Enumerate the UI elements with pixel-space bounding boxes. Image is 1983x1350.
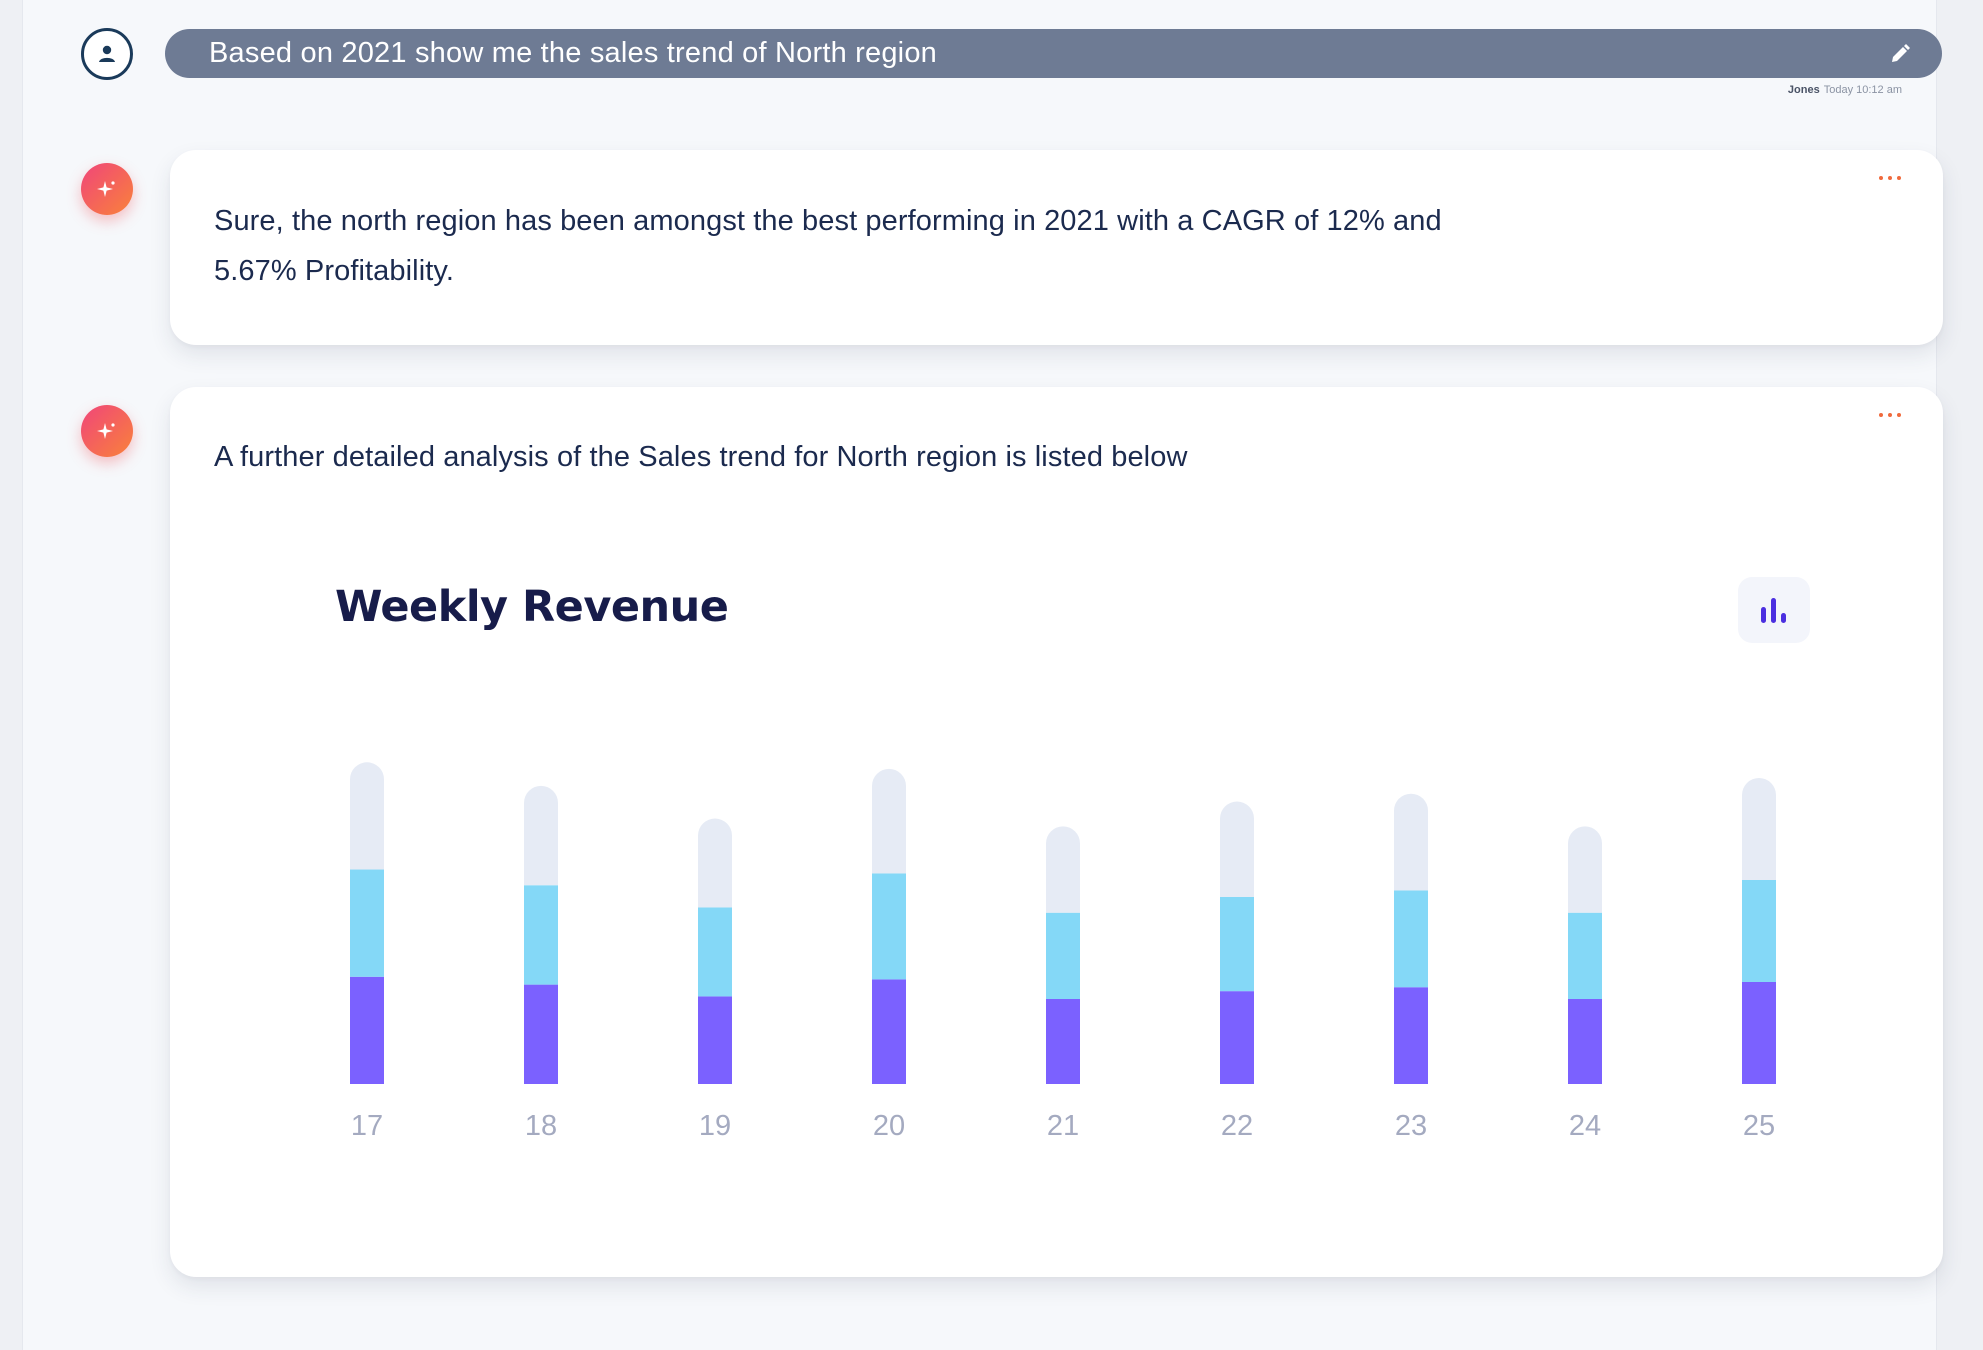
x-tick-label: 21 bbox=[1047, 1110, 1079, 1142]
bar-group-20 bbox=[872, 768, 906, 1084]
message-card: Sure, the north region has been amongst … bbox=[170, 150, 1943, 345]
user-avatar bbox=[81, 28, 133, 80]
bar-segment-18-2[interactable] bbox=[524, 885, 558, 985]
x-tick-label: 22 bbox=[1221, 1110, 1253, 1142]
message-text: A further detailed analysis of the Sales… bbox=[214, 441, 1188, 473]
x-tick-label: 19 bbox=[699, 1110, 731, 1142]
bar-group-18 bbox=[524, 785, 558, 1084]
message-meta: Jones Today 10:12 am bbox=[1788, 84, 1902, 96]
bar-group-21 bbox=[1046, 826, 1080, 1084]
message-line-1: Sure, the north region has been amongst … bbox=[214, 205, 1442, 237]
bar-segment-24-3[interactable] bbox=[1568, 826, 1602, 913]
message-line-2: 5.67% Profitability. bbox=[214, 255, 455, 287]
bar-chart-icon bbox=[1761, 598, 1786, 623]
bar-segment-24-2[interactable] bbox=[1568, 912, 1602, 999]
bar-segment-23-3[interactable] bbox=[1394, 793, 1428, 891]
bar-segment-20-3[interactable] bbox=[872, 768, 906, 874]
bar-group-25 bbox=[1742, 778, 1776, 1084]
x-tick-label: 17 bbox=[351, 1110, 383, 1142]
bar-group-24 bbox=[1568, 826, 1602, 1084]
bar-segment-17-1[interactable] bbox=[350, 976, 384, 1084]
x-tick-label: 25 bbox=[1743, 1110, 1775, 1142]
bar-segment-18-3[interactable] bbox=[524, 785, 558, 886]
x-tick-label: 23 bbox=[1395, 1110, 1427, 1142]
edit-prompt-button[interactable] bbox=[1886, 40, 1914, 68]
bar-segment-21-2[interactable] bbox=[1046, 912, 1080, 999]
more-options-button[interactable] bbox=[1875, 409, 1905, 421]
chart-title: Weekly Revenue bbox=[335, 582, 729, 632]
chart-message-card: A further detailed analysis of the Sales… bbox=[170, 387, 1943, 1277]
bar-segment-19-3[interactable] bbox=[698, 818, 732, 908]
weekly-revenue-chart: 17 18 19 20 21 22 23 24 25 bbox=[350, 762, 1776, 1142]
prompt-text: Based on 2021 show me the sales trend of… bbox=[209, 37, 937, 69]
user-icon bbox=[99, 45, 115, 62]
more-dots-icon bbox=[1879, 176, 1883, 180]
x-tick-label: 20 bbox=[873, 1110, 905, 1142]
bar-group-17 bbox=[350, 762, 384, 1084]
chart-type-toggle-button[interactable] bbox=[1738, 577, 1810, 643]
bar-segment-17-3[interactable] bbox=[350, 762, 384, 870]
bar-group-23 bbox=[1394, 793, 1428, 1084]
bar-segment-23-2[interactable] bbox=[1394, 890, 1428, 988]
x-tick-label: 24 bbox=[1569, 1110, 1601, 1142]
prompt-bubble: Based on 2021 show me the sales trend of… bbox=[165, 29, 1942, 78]
bar-segment-22-3[interactable] bbox=[1220, 801, 1254, 897]
message-time: Today 10:12 am bbox=[1823, 84, 1902, 96]
bar-segment-22-2[interactable] bbox=[1220, 897, 1254, 992]
bar-segment-22-1[interactable] bbox=[1220, 991, 1254, 1084]
bar-group-22 bbox=[1220, 801, 1254, 1084]
bar-segment-25-3[interactable] bbox=[1742, 778, 1776, 880]
bar-segment-21-1[interactable] bbox=[1046, 999, 1080, 1084]
more-dots-icon bbox=[1879, 413, 1883, 417]
more-options-button[interactable] bbox=[1875, 172, 1905, 184]
bar-segment-25-2[interactable] bbox=[1742, 880, 1776, 982]
bar-segment-24-1[interactable] bbox=[1568, 999, 1602, 1084]
bar-segment-23-1[interactable] bbox=[1394, 987, 1428, 1084]
sparkle-icon bbox=[97, 181, 115, 197]
bar-group-19 bbox=[698, 818, 732, 1084]
bar-segment-21-3[interactable] bbox=[1046, 826, 1080, 913]
bot-avatar bbox=[81, 163, 133, 215]
bar-segment-25-1[interactable] bbox=[1742, 982, 1776, 1084]
message-text: Sure, the north region has been amongst … bbox=[214, 196, 1442, 296]
bar-segment-19-1[interactable] bbox=[698, 996, 732, 1084]
bar-segment-20-1[interactable] bbox=[872, 979, 906, 1084]
bar-segment-20-2[interactable] bbox=[872, 873, 906, 980]
pencil-icon bbox=[1892, 43, 1910, 62]
sparkle-icon bbox=[97, 423, 115, 439]
bar-segment-17-2[interactable] bbox=[350, 869, 384, 977]
chat-canvas: Based on 2021 show me the sales trend of… bbox=[22, 0, 1943, 1350]
x-tick-label: 18 bbox=[525, 1110, 557, 1142]
message-author: Jones bbox=[1787, 84, 1820, 96]
bar-segment-19-2[interactable] bbox=[698, 907, 732, 997]
bar-segment-18-1[interactable] bbox=[524, 984, 558, 1084]
bot-avatar bbox=[81, 405, 133, 457]
